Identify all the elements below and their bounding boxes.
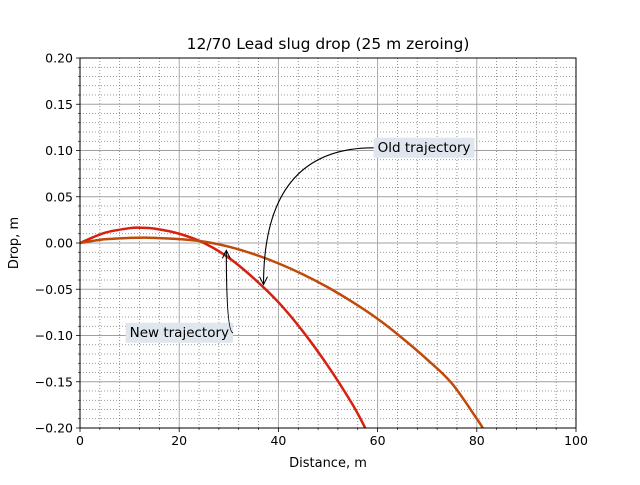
y-tick-label: 0.20 [45,51,73,66]
ticks-layer: 0 20 40 60 80 100 −0.20 −0.15 −0.10 −0.05 0.00 0.05… [35,51,588,449]
x-tick-label: 20 [171,433,187,448]
y-tick-label: 0.00 [45,236,73,251]
annotation-box [373,137,475,158]
y-tick-label: −0.05 [35,282,73,297]
x-axis-label: Distance, m [289,456,367,471]
annotation: Old trajectory [264,137,475,285]
annotation-arrow [264,147,374,285]
x-tick-label: 100 [564,433,588,448]
x-tick-label: 60 [370,433,386,448]
y-tick-label: 0.10 [45,143,73,158]
x-tick-label: 0 [76,433,84,448]
annotation: New trajectory [125,250,234,343]
y-tick-label: −0.10 [35,328,73,343]
series-layer [80,226,484,428]
major-grid [79,57,577,429]
annotation-label: New trajectory [130,325,229,341]
trajectory-line [80,236,484,428]
y-axis-label: Drop, m [7,217,22,269]
y-tick-label: −0.20 [35,421,73,436]
y-tick-label: −0.15 [35,374,73,389]
trajectory-line [80,226,367,428]
annotation-box [125,322,234,343]
x-tick-label: 80 [469,433,485,448]
chart-title: 12/70 Lead slug drop (25 m zeroing) [187,35,470,53]
y-tick-label: 0.15 [45,97,73,112]
annotations-layer: Old trajectory New trajectory [125,137,475,343]
y-tick-label: 0.05 [45,189,73,204]
x-tick-label: 40 [270,433,286,448]
annotation-label: Old trajectory [378,140,471,156]
annotation-arrow [226,250,234,334]
